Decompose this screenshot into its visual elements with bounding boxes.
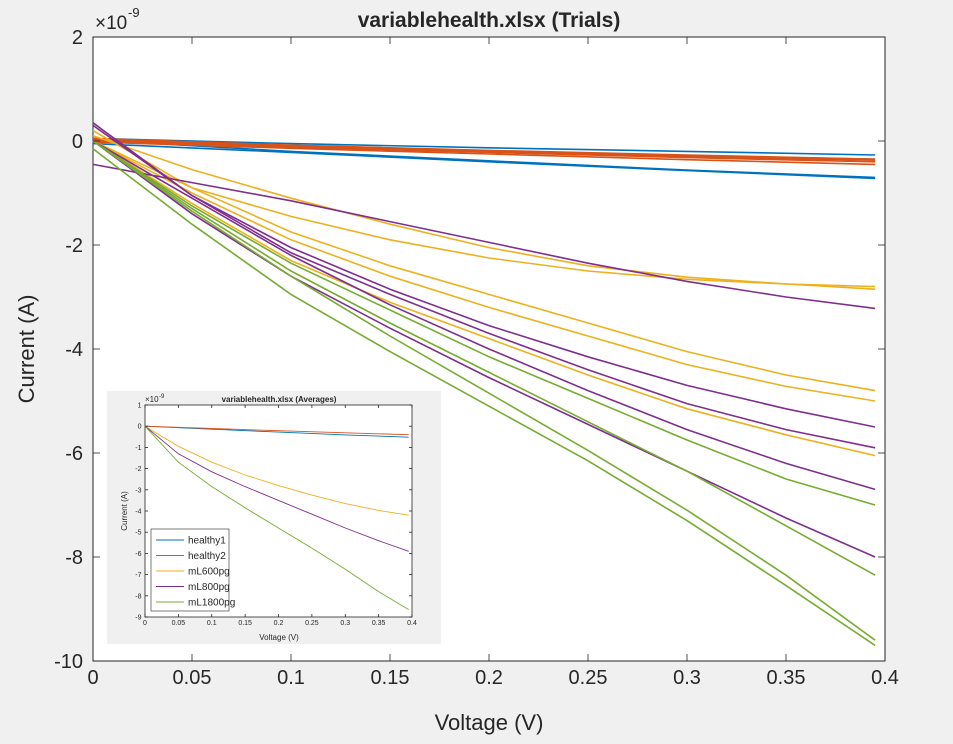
average-line-healthy2 — [144, 425, 409, 436]
inset-exponent-power: -9 — [159, 394, 165, 400]
inset-y-tick-label: 0 — [138, 424, 142, 431]
trial-line-healthy2 — [92, 140, 876, 163]
inset-y-tick-label: -6 — [135, 551, 141, 558]
legend-label-healthy1: healthy1 — [188, 536, 226, 547]
inset-y-tick-label: -2 — [135, 466, 141, 473]
trial-line-mL800pg — [92, 124, 876, 428]
inset-x-tick-label: 0 — [143, 620, 147, 627]
inset-y-tick-label: -9 — [135, 615, 141, 622]
legend-label-healthy2: healthy2 — [188, 551, 226, 562]
main-x-tick-label: 0.35 — [767, 667, 806, 689]
trial-line-mL1800pg — [92, 140, 876, 576]
main-exponent-base: ×10 — [95, 13, 127, 34]
trial-line-healthy2 — [92, 139, 876, 161]
average-line-healthy1 — [144, 425, 409, 438]
main-y-tick-label: -4 — [65, 339, 83, 361]
inset-x-tick-label: 0.3 — [340, 620, 350, 627]
main-chart-title: variablehealth.xlsx (Trials) — [358, 9, 621, 32]
inset-y-tick-label: -7 — [135, 572, 141, 579]
inset-y-tick-label: -3 — [135, 487, 141, 494]
inset-y-tick-label: -4 — [135, 509, 141, 516]
main-y-tick-labels: 2 0 -2 -4 -6 -8 -10 — [54, 27, 83, 673]
trial-line-mL800pg — [92, 163, 876, 310]
trial-line-mL800pg — [92, 140, 876, 558]
main-y-tick-label: -2 — [65, 235, 83, 257]
trial-line-mL800pg — [92, 122, 876, 449]
trial-line-mL1800pg — [92, 140, 876, 641]
average-line-mL800pg — [144, 425, 409, 552]
inset-y-tick-label: -1 — [135, 445, 141, 452]
legend-label-mL1800pg: mL1800pg — [188, 598, 235, 609]
inset-chart: 0 0.05 0.1 0.15 0.2 0.25 0.3 0.35 0.4 1 0 -1 -2 -3 -4… — [107, 391, 441, 644]
inset-y-axis-label: Current (A) — [120, 491, 129, 531]
main-x-tick-label: 0.2 — [475, 667, 503, 689]
inset-y-tick-labels: 1 0 -1 -2 -3 -4 -5 -6 -7 -8 -9 — [135, 403, 141, 622]
main-y-tick-label: -10 — [54, 651, 83, 673]
inset-legend: healthy1 healthy2 mL600pg mL800pg mL1800pg — [150, 528, 235, 612]
inset-chart-title: variablehealth.xlsx (Averages) — [222, 395, 337, 404]
inset-x-tick-label: 0.1 — [207, 620, 217, 627]
main-y-tick-label: 2 — [72, 27, 83, 49]
main-y-tick-label: -8 — [65, 547, 83, 569]
inset-tick-marks — [144, 404, 413, 618]
inset-y-tick-label: 1 — [138, 403, 142, 410]
main-x-tick-label: 0.3 — [673, 667, 701, 689]
inset-x-tick-label: 0.05 — [172, 620, 186, 627]
inset-x-tick-label: 0.35 — [372, 620, 386, 627]
trial-line-mL600pg — [92, 140, 876, 290]
main-y-tick-label: -6 — [65, 443, 83, 465]
trial-line-healthy1 — [92, 139, 876, 179]
inset-x-tick-label: 0.4 — [407, 620, 417, 627]
legend-label-mL600pg: mL600pg — [188, 567, 230, 578]
trial-line-mL800pg — [92, 140, 876, 491]
main-x-axis-label: Voltage (V) — [435, 710, 544, 735]
main-series-lines — [92, 122, 876, 647]
main-x-tick-labels: 0 0.05 0.1 0.15 0.2 0.25 0.3 0.35 0.4 — [87, 667, 898, 689]
main-exponent-power: -9 — [128, 5, 140, 20]
trial-line-healthy1 — [92, 137, 876, 156]
inset-y-tick-label: -5 — [135, 530, 141, 537]
average-line-mL1800pg — [144, 425, 409, 610]
main-y-axis-label: Current (A) — [14, 295, 39, 404]
trial-line-healthy2 — [92, 137, 876, 160]
trial-line-mL600pg — [92, 140, 876, 457]
trial-line-mL1800pg — [92, 148, 876, 647]
inset-y-tick-label: -8 — [135, 593, 141, 600]
trial-line-mL1800pg — [92, 140, 876, 506]
inset-x-tick-labels: 0 0.05 0.1 0.15 0.2 0.25 0.3 0.35 0.4 — [143, 620, 417, 627]
trial-line-mL600pg — [92, 129, 876, 392]
main-x-tick-label: 0.4 — [871, 667, 899, 689]
average-line-mL600pg — [144, 425, 409, 516]
legend-label-mL800pg: mL800pg — [188, 582, 230, 593]
main-x-tick-label: 0.05 — [173, 667, 212, 689]
trial-line-healthy2 — [92, 141, 876, 166]
inset-x-tick-label: 0.2 — [274, 620, 284, 627]
main-tick-marks — [92, 36, 886, 662]
inset-x-axis-label: Voltage (V) — [259, 633, 299, 642]
inset-x-tick-label: 0.25 — [305, 620, 319, 627]
inset-x-tick-label: 0.15 — [238, 620, 252, 627]
inset-series-lines — [144, 425, 409, 610]
main-x-tick-label: 0 — [87, 667, 98, 689]
main-y-tick-label: 0 — [72, 131, 83, 153]
inset-legend-box — [150, 528, 230, 612]
trial-line-mL600pg — [92, 140, 876, 402]
main-x-tick-label: 0.15 — [371, 667, 410, 689]
inset-exponent-base: ×10 — [145, 395, 159, 404]
main-x-tick-label: 0.1 — [277, 667, 305, 689]
main-x-tick-label: 0.25 — [569, 667, 608, 689]
